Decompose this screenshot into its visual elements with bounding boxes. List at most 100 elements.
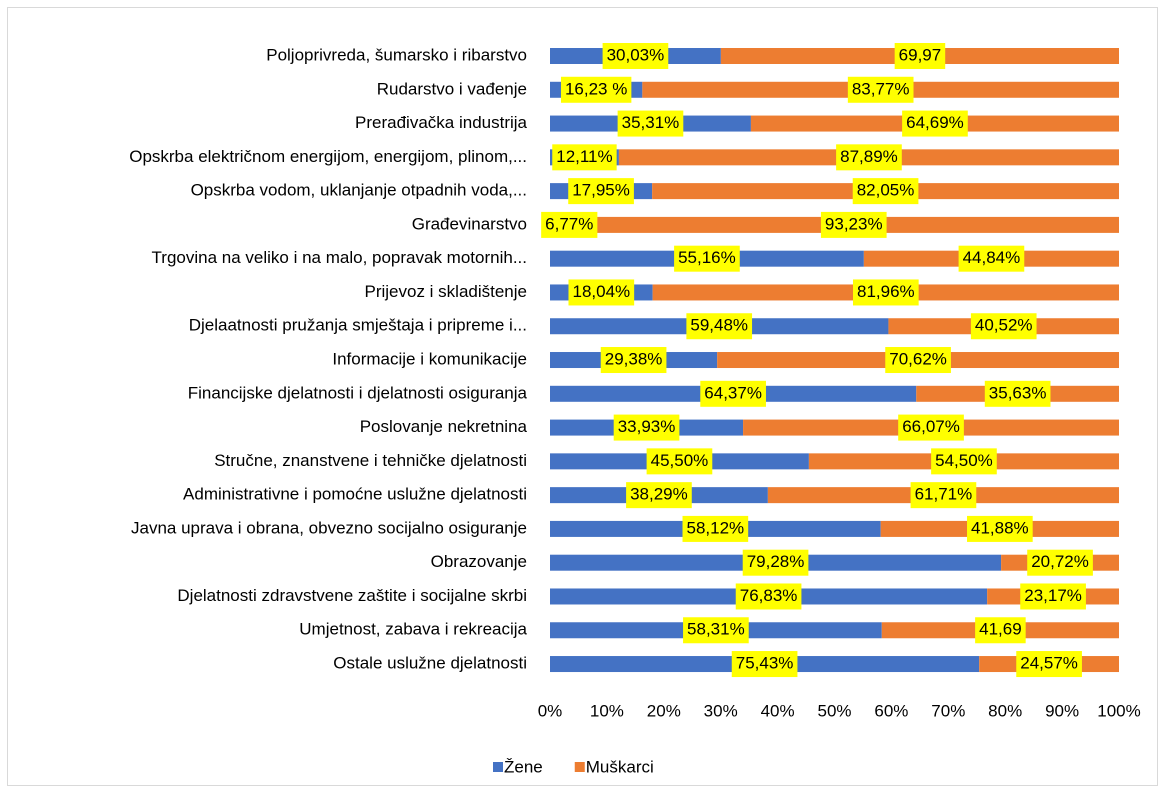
- data-label-background: [541, 211, 598, 238]
- data-label: 70,62%: [889, 350, 947, 369]
- data-label-background: [958, 245, 1025, 272]
- y-tick-label: Poslovanje nekretnina: [360, 417, 528, 436]
- data-label-background: [552, 144, 617, 171]
- data-label: 41,69: [979, 620, 1022, 639]
- x-tick-label: 100%: [1097, 701, 1140, 720]
- data-label: 35,31%: [622, 113, 680, 132]
- x-tick-label: 70%: [931, 701, 965, 720]
- y-tick-label: Prerađivačka industrija: [355, 113, 528, 132]
- x-tick-label: 0%: [538, 701, 563, 720]
- data-label-background: [686, 313, 753, 340]
- data-label: 29,38%: [605, 350, 663, 369]
- data-label: 17,95%: [572, 181, 630, 200]
- y-tick-label: Rudarstvo i vađenje: [377, 79, 527, 98]
- y-tick-label: Građevinarstvo: [412, 214, 527, 233]
- data-label-background: [970, 313, 1037, 340]
- data-label: 30,03%: [607, 45, 665, 64]
- x-tick-label: 50%: [817, 701, 851, 720]
- y-tick-label: Financijske djelatnosti i djelatnosti os…: [188, 383, 528, 402]
- data-label: 76,83%: [740, 586, 798, 605]
- data-label-background: [683, 617, 749, 644]
- data-label: 24,57%: [1020, 654, 1078, 673]
- data-label-background: [847, 76, 914, 103]
- data-label-background: [742, 549, 809, 576]
- data-label: 82,05%: [857, 181, 915, 200]
- data-label-background: [852, 279, 919, 306]
- data-label-background: [967, 515, 1033, 542]
- y-tick-label: Trgovina na veliko i na malo, popravak m…: [152, 248, 527, 267]
- data-label: 18,04%: [572, 282, 630, 301]
- x-tick-label: 20%: [647, 701, 681, 720]
- data-label: 75,43%: [736, 654, 794, 673]
- x-tick-label: 30%: [704, 701, 738, 720]
- data-label-background: [617, 110, 684, 137]
- legend-label: Muškarci: [586, 757, 654, 776]
- data-label-background: [700, 380, 766, 407]
- legend-label: Žene: [504, 757, 543, 776]
- data-label: 35,63%: [989, 383, 1047, 402]
- data-label-background: [975, 617, 1026, 644]
- data-label-background: [894, 43, 946, 69]
- y-tick-label: Poljoprivreda, šumarsko i ribarstvo: [266, 45, 527, 64]
- data-label-background: [931, 448, 997, 475]
- data-label: 64,37%: [704, 383, 762, 402]
- legend-swatch: [493, 762, 503, 772]
- data-label-background: [682, 515, 749, 542]
- data-label-background: [910, 482, 977, 509]
- data-label-background: [646, 448, 713, 475]
- data-label-background: [885, 347, 951, 374]
- y-tick-label: Prijevoz i skladištenje: [364, 282, 527, 301]
- data-label: 59,48%: [690, 316, 748, 335]
- y-tick-label: Umjetnost, zabava i rekreacija: [299, 620, 527, 639]
- data-label-background: [600, 347, 667, 374]
- y-tick-label: Administrativne i pomoćne uslužne djelat…: [183, 485, 527, 504]
- data-label: 40,52%: [975, 316, 1033, 335]
- y-tick-label: Djelatnosti zdravstvene zaštite i socija…: [177, 586, 527, 605]
- data-label-background: [731, 651, 798, 678]
- data-label-background: [568, 279, 635, 306]
- data-label: 45,50%: [651, 451, 709, 470]
- y-tick-label: Opskrba vodom, uklanjanje otpadnih voda,…: [191, 181, 527, 200]
- y-tick-label: Djelaatnosti pružanja smještaja i pripre…: [189, 316, 527, 335]
- data-label: 20,72%: [1031, 552, 1089, 571]
- data-label-background: [898, 414, 964, 441]
- data-label: 79,28%: [747, 552, 805, 571]
- data-label-background: [1027, 549, 1093, 576]
- data-label-background: [568, 178, 634, 205]
- data-label: 38,29%: [630, 485, 688, 504]
- data-label: 64,69%: [906, 113, 964, 132]
- data-label: 58,31%: [687, 620, 745, 639]
- data-label: 69,97: [899, 45, 942, 64]
- x-tick-label: 40%: [761, 701, 795, 720]
- x-tick-label: 80%: [988, 701, 1022, 720]
- data-label-background: [1016, 651, 1082, 678]
- data-label: 54,50%: [935, 451, 993, 470]
- y-tick-label: Informacije i komunikacije: [332, 350, 527, 369]
- data-label-background: [674, 245, 740, 272]
- data-label-background: [902, 110, 968, 137]
- data-label: 81,96%: [857, 282, 915, 301]
- y-tick-label: Opskrba električnom energijom, energijom…: [129, 147, 527, 166]
- data-label: 41,88%: [971, 518, 1029, 537]
- y-tick-label: Ostale uslužne djelatnosti: [333, 654, 527, 673]
- data-label: 6,77%: [545, 214, 593, 233]
- data-label: 87,89%: [840, 147, 898, 166]
- data-label: 12,11%: [556, 147, 612, 166]
- data-label-background: [820, 211, 887, 238]
- data-label-background: [735, 583, 802, 610]
- data-label-background: [984, 380, 1051, 407]
- data-label-background: [626, 482, 692, 509]
- data-label-background: [613, 414, 680, 441]
- x-tick-label: 60%: [874, 701, 908, 720]
- data-label-background: [852, 178, 919, 205]
- data-label: 93,23%: [825, 214, 883, 233]
- y-tick-label: Stručne, znanstvene i tehničke djelatnos…: [214, 451, 527, 470]
- data-label: 61,71%: [915, 485, 973, 504]
- data-label-background: [836, 144, 902, 171]
- data-label: 58,12%: [687, 518, 745, 537]
- data-label-background: [602, 43, 669, 69]
- data-label: 66,07%: [902, 417, 960, 436]
- data-label: 55,16%: [678, 248, 736, 267]
- y-tick-label: Javna uprava i obrana, obvezno socijalno…: [131, 518, 527, 537]
